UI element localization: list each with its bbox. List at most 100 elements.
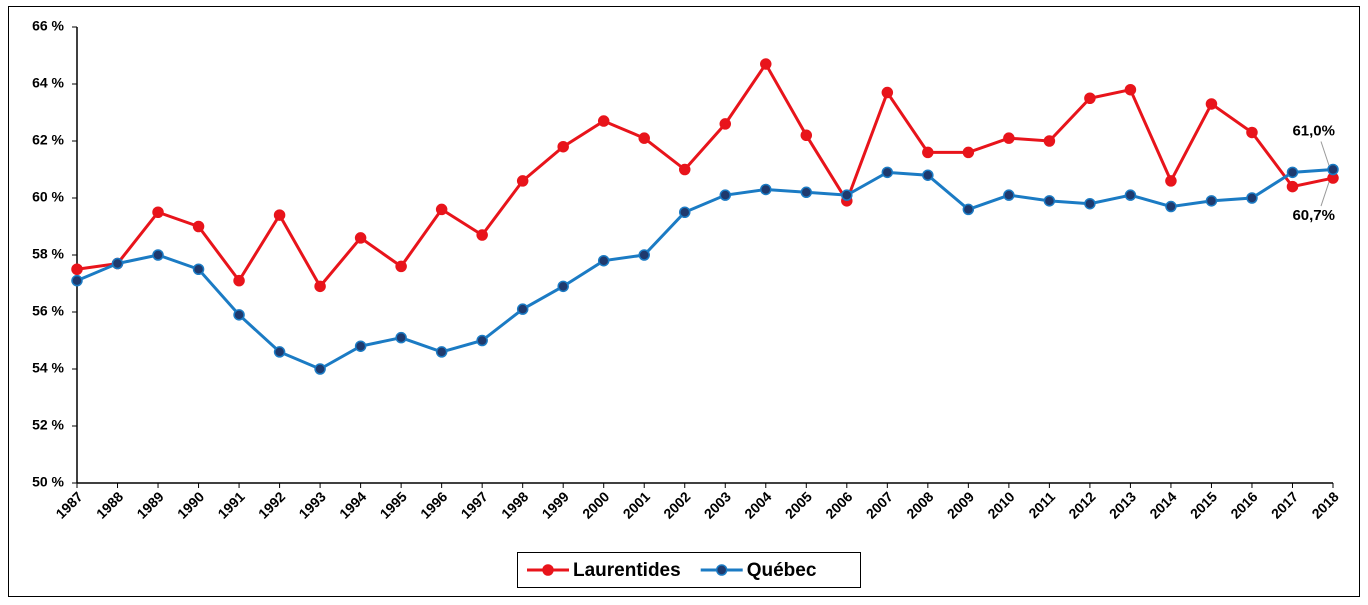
data-point	[841, 189, 853, 201]
x-tick-label: 2004	[741, 488, 774, 521]
data-point	[233, 309, 245, 321]
series-line	[76, 61, 1334, 289]
data-point	[760, 58, 772, 70]
x-tick-label: 2000	[579, 488, 612, 521]
data-point	[71, 274, 83, 287]
legend: Laurentides Québec	[517, 552, 861, 588]
y-tick-label: 58 %	[32, 246, 64, 262]
data-point	[1124, 83, 1137, 96]
x-tick-label: 2015	[1187, 488, 1220, 521]
data-point	[881, 166, 894, 179]
data-point	[233, 274, 245, 287]
x-tick-label: 2002	[660, 488, 693, 521]
y-tick-label: 64 %	[32, 75, 64, 91]
data-point	[557, 140, 569, 153]
data-point	[557, 280, 569, 293]
x-tick-label: 2016	[1227, 488, 1260, 521]
data-point	[1084, 197, 1096, 210]
data-point	[354, 232, 367, 244]
data-point	[111, 257, 124, 270]
label-leader	[1320, 141, 1330, 166]
y-tick-label: 52 %	[32, 417, 64, 433]
x-tick-label: 1999	[539, 488, 572, 521]
data-label: 61,0%	[1292, 122, 1335, 139]
data-label: 60,7%	[1292, 207, 1335, 224]
x-tick-label: 2009	[944, 488, 977, 521]
data-point	[1286, 166, 1299, 179]
x-tick-label: 2008	[903, 488, 936, 521]
x-tick-label: 1994	[336, 488, 369, 521]
data-point	[395, 331, 407, 344]
data-point	[435, 346, 448, 358]
x-tick-label: 1998	[498, 488, 531, 521]
legend-box	[517, 552, 861, 588]
x-tick-label: 2018	[1308, 488, 1341, 521]
x-tick-label: 2014	[1146, 488, 1179, 521]
data-point	[192, 263, 205, 275]
data-point	[1246, 192, 1258, 204]
data-point	[1165, 175, 1177, 187]
data-point	[800, 186, 813, 199]
data-point	[1327, 163, 1339, 176]
data-point	[962, 146, 975, 159]
x-tick-label: 1989	[133, 488, 166, 521]
chart-border	[8, 6, 1360, 597]
data-point	[1165, 200, 1177, 213]
data-point	[678, 163, 691, 176]
x-tick-label: 2011	[1025, 488, 1058, 521]
data-point	[800, 129, 813, 142]
x-tick-label: 1997	[458, 488, 491, 521]
data-point	[1246, 126, 1258, 139]
data-point	[719, 118, 732, 130]
data-point	[922, 169, 934, 181]
y-tick-label: 60 %	[32, 189, 64, 205]
data-point	[1043, 135, 1056, 147]
data-point	[1205, 195, 1218, 207]
y-tick-label: 62 %	[32, 132, 64, 148]
data-point	[476, 334, 488, 347]
x-tick-label: 1992	[255, 488, 288, 521]
data-point	[516, 175, 529, 187]
series-line	[76, 168, 1334, 371]
data-point	[314, 280, 326, 293]
data-point	[192, 220, 205, 233]
data-point	[152, 206, 164, 218]
data-point	[71, 263, 83, 275]
data-point	[1003, 132, 1015, 144]
data-point	[760, 183, 772, 196]
data-point	[476, 229, 488, 241]
x-tick-label: 2013	[1106, 488, 1139, 521]
data-point	[273, 209, 286, 221]
legend-label: Québec	[747, 560, 817, 581]
data-point	[638, 132, 650, 144]
y-tick-label: 56 %	[32, 303, 64, 319]
data-point	[597, 254, 610, 267]
y-tick-label: 50 %	[32, 474, 64, 490]
data-point	[516, 303, 529, 315]
data-point	[638, 249, 650, 261]
data-point	[435, 203, 448, 216]
data-point	[678, 206, 691, 218]
x-tick-label: 2010	[984, 488, 1017, 521]
x-tick-label: 2012	[1065, 488, 1098, 521]
legend-marker	[542, 564, 554, 576]
data-point	[273, 346, 286, 358]
data-point	[1003, 189, 1015, 201]
x-tick-label: 1988	[93, 488, 126, 521]
x-tick-label: 1991	[214, 488, 247, 521]
data-point	[1205, 98, 1218, 110]
legend-label: Laurentides	[573, 560, 681, 581]
x-tick-label: 2005	[782, 488, 815, 521]
data-point	[1084, 92, 1096, 104]
legend-marker	[715, 564, 728, 576]
y-tick-label: 54 %	[32, 360, 64, 376]
x-tick-label: 2007	[863, 488, 896, 521]
data-point	[354, 340, 367, 352]
data-point	[597, 115, 610, 127]
y-tick-label: 66 %	[32, 18, 64, 34]
x-tick-label: 1987	[52, 488, 85, 521]
x-tick-label: 2001	[620, 488, 653, 521]
data-point	[1286, 180, 1299, 193]
